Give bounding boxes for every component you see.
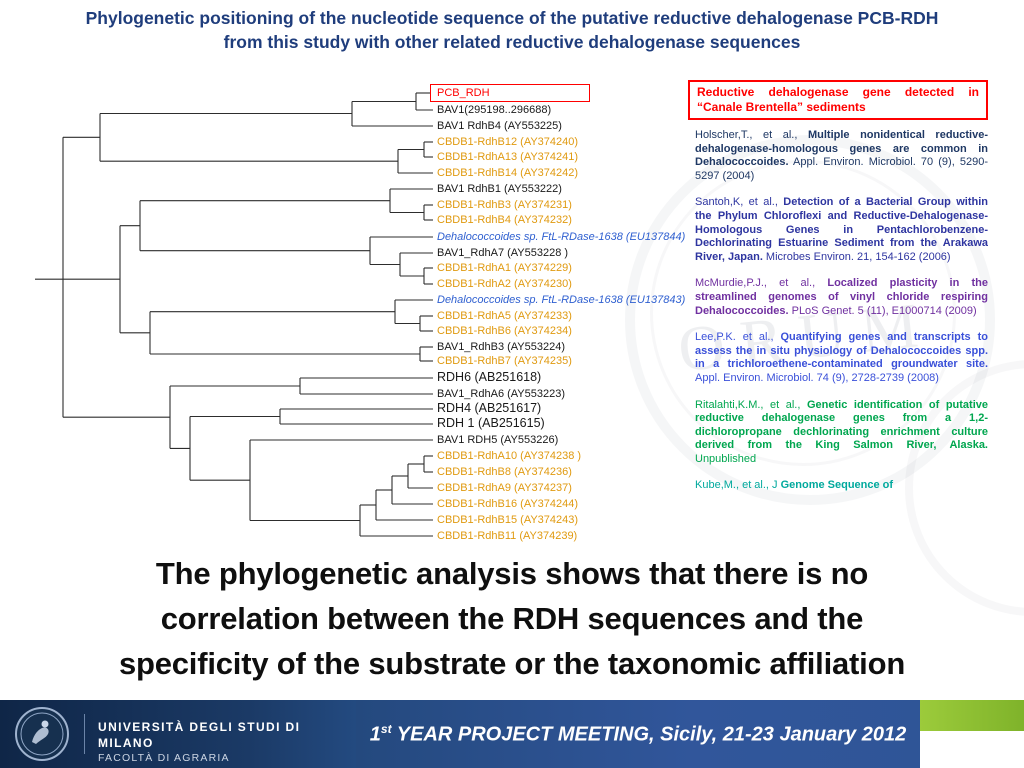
- meeting-ordinal: st: [380, 721, 392, 736]
- footer-green-accent: [920, 700, 1024, 731]
- citation-authors: Kube,M., et al., J: [695, 479, 781, 492]
- meeting-text: YEAR PROJECT MEETING, Sicily, 21-23 Janu…: [391, 723, 907, 746]
- tree-leaf-label: CBDB1-RdhB6 (AY374234): [437, 325, 572, 337]
- tree-leaf-label: CBDB1-RdhB7 (AY374235): [437, 355, 572, 367]
- watermark-seal-ring: [625, 135, 995, 505]
- citation-journal: Appl. Environ. Microbiol. 74 (9), 2728-2…: [695, 371, 939, 384]
- citation-title: Genome Sequence of: [780, 479, 894, 492]
- tree-leaf-label: CBDB1-RdhB12 (AY374240): [437, 136, 579, 148]
- tree-leaf-label: CBDB1-RdhB16 (AY374244): [437, 498, 579, 510]
- citation-journal: Microbes Environ. 21, 154-162 (2006): [762, 250, 951, 263]
- citations-panel: Reductive dehalogenase gene detected in …: [688, 80, 988, 550]
- tree-leaf-label: RDH6 (AB251618): [437, 370, 542, 384]
- citation-authors: McMurdie,P.J., et al.,: [695, 277, 828, 290]
- conclusion-line3: specificity of the substrate or the taxo…: [118, 646, 906, 681]
- tree-leaf-label: BAV1_RdhB3 (AY553224): [437, 341, 566, 353]
- citation-authors: Lee,P.K. et al.,: [695, 331, 781, 344]
- conclusion-line1: The phylogenetic analysis shows that the…: [155, 556, 869, 591]
- pcb-rdh-highlight-box: PCB_RDH: [430, 84, 590, 102]
- citation-authors: Santoh,K, et al.,: [695, 196, 784, 209]
- tree-leaf-label: PCB_RDH: [437, 87, 490, 99]
- citation-authors: Ritalahti,K.M., et al.,: [695, 398, 807, 411]
- tree-leaf-label: RDH 1 (AB251615): [437, 416, 545, 430]
- citation-title: Detection of a Bacterial Group within th…: [695, 196, 988, 263]
- citation-kube: Kube,M., et al., J Genome Sequence of: [695, 479, 988, 493]
- university-name: UNIVERSITÀ DEGLI STUDI DI MILANO: [98, 720, 301, 750]
- citation-journal: Appl. Environ. Microbiol. 70 (9), 5290-5…: [695, 156, 988, 182]
- tree-leaf-label: BAV1_RdhA6 (AY553223): [437, 388, 566, 400]
- tree-leaf-label: BAV1 RdhB1 (AY553222): [437, 183, 562, 195]
- slide-title: Phylogenetic positioning of the nucleoti…: [0, 6, 1024, 54]
- faculty-name: FACOLTÀ DI AGRARIA: [98, 752, 230, 764]
- tree-leaf-label: BAV1 RdhB4 (AY553225): [437, 120, 562, 132]
- watermark-seal-inner-ring: [650, 160, 956, 466]
- university-logo: [15, 707, 69, 761]
- slide-title-line2: from this study with other related reduc…: [223, 32, 801, 52]
- citation-santoh: Santoh,K, et al., Detection of a Bacteri…: [695, 196, 988, 264]
- conclusion-line2: correlation between the RDH sequences an…: [160, 601, 864, 636]
- tree-leaf-label: CBDB1-RdhB14 (AY374242): [437, 167, 579, 179]
- footer-right-block: [920, 700, 1024, 768]
- citation-journal: Unpublished: [695, 452, 757, 465]
- conclusion-statement: The phylogenetic analysis shows that the…: [0, 551, 1024, 686]
- tree-leaf-label: CBDB1-RdhB8 (AY374236): [437, 466, 572, 478]
- tree-leaf-label: RDH4 (AB251617): [437, 401, 542, 415]
- tree-leaf-label: CBDB1-RdhB4 (AY374232): [437, 214, 572, 226]
- slide-footer: UNIVERSITÀ DEGLI STUDI DI MILANO FACOLTÀ…: [0, 700, 1024, 768]
- citation-ritalahti: Ritalahti,K.M., et al., Genetic identifi…: [695, 399, 988, 467]
- citation-holscher: Holscher,T., et al., Multiple nonidentic…: [695, 129, 988, 183]
- tree-leaf-label: CBDB1-RdhA1 (AY374229): [437, 262, 572, 274]
- tree-leaf-label: CBDB1-RdhB15 (AY374243): [437, 514, 579, 526]
- tree-leaf-label: BAV1 RDH5 (AY553226): [437, 434, 559, 446]
- tree-leaf-label: CBDB1-RdhA13 (AY374241): [437, 151, 579, 163]
- tree-leaf-label: Dehalococcoides sp. FtL-RDase-1638 (EU13…: [437, 231, 686, 243]
- tree-leaf-label: BAV1(295198..296688): [437, 104, 552, 116]
- tree-leaf-label: CBDB1-RdhB3 (AY374231): [437, 199, 572, 211]
- citation-title: Genetic identification of putative reduc…: [695, 398, 988, 452]
- footer-university-block: UNIVERSITÀ DEGLI STUDI DI MILANO FACOLTÀ…: [0, 700, 356, 768]
- citation-lee: Lee,P.K. et al., Quantifying genes and t…: [695, 331, 988, 385]
- tree-leaf-label: CBDB1-RdhA9 (AY374237): [437, 482, 572, 494]
- citation-title: Quantifying genes and transcripts to ass…: [695, 331, 988, 371]
- citation-title: Localized plasticity in the streamlined …: [695, 277, 988, 317]
- tree-leaf-label: Dehalococcoides sp. FtL-RDase-1638 (EU13…: [437, 294, 686, 306]
- meeting-number: 1: [369, 723, 381, 746]
- footer-meeting-band: 1st YEAR PROJECT MEETING, Sicily, 21-23 …: [356, 700, 920, 768]
- tree-leaf-label: CBDB1-RdhA10 (AY374238 ): [437, 450, 582, 462]
- tree-leaf-label: BAV1_RdhA7 (AY553228 ): [437, 247, 569, 259]
- citation-mcmurdie: McMurdie,P.J., et al., Localized plastic…: [695, 277, 988, 318]
- citation-journal: PLoS Genet. 5 (11), E1000714 (2009): [788, 304, 977, 317]
- slide-title-line1: Phylogenetic positioning of the nucleoti…: [85, 8, 939, 28]
- footer-separator: [84, 714, 85, 754]
- detected-gene-box: Reductive dehalogenase gene detected in …: [688, 80, 988, 120]
- tree-leaf-label: CBDB1-RdhB11 (AY374239): [437, 530, 578, 542]
- tree-leaf-label: CBDB1-RdhA2 (AY374230): [437, 278, 572, 290]
- meeting-title: 1st YEAR PROJECT MEETING, Sicily, 21-23 …: [370, 722, 906, 747]
- tree-leaf-label: CBDB1-RdhA5 (AY374233): [437, 310, 572, 322]
- citation-title: Multiple nonidentical reductive-dehaloge…: [695, 129, 988, 169]
- citation-authors: Holscher,T., et al.,: [695, 129, 808, 141]
